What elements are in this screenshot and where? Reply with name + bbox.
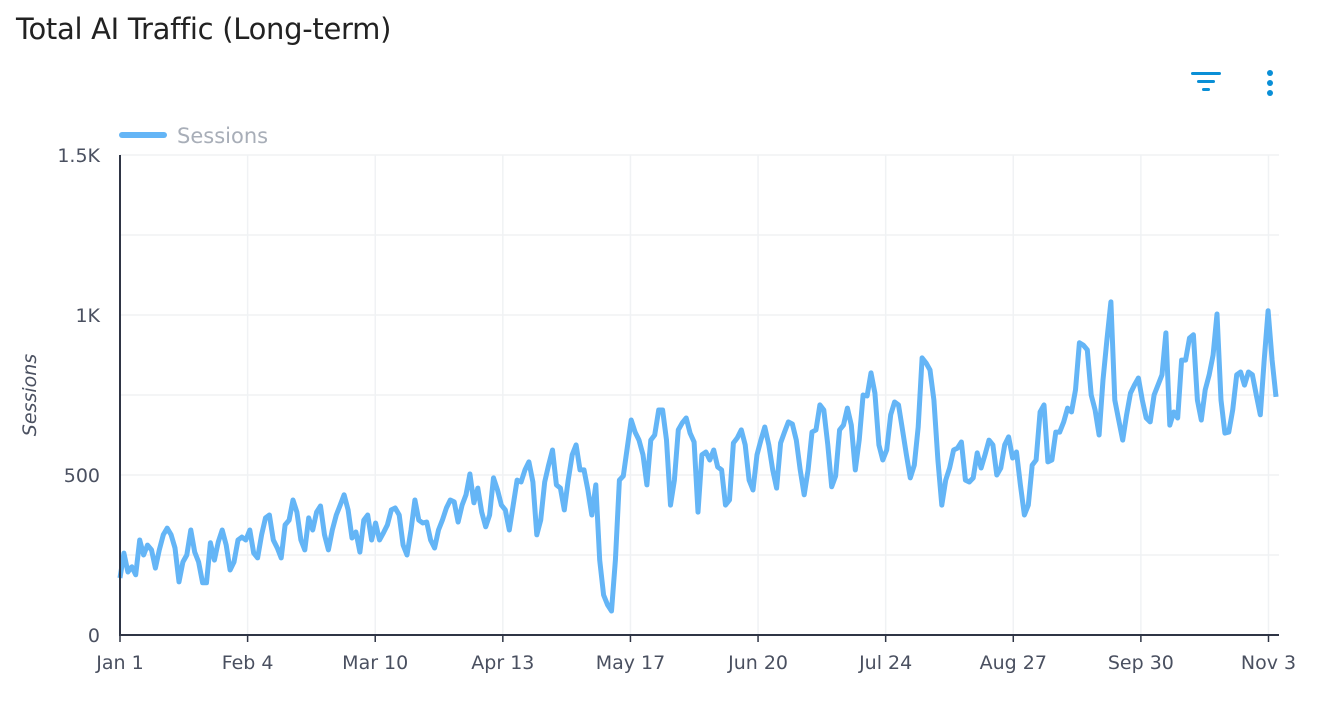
y-tick-label: 0 (88, 625, 100, 647)
series-line-sessions (117, 299, 1279, 614)
x-tick-label: Mar 10 (342, 652, 408, 674)
filter-icon[interactable] (1188, 68, 1224, 96)
more-vertical-icon[interactable] (1260, 68, 1280, 100)
x-tick-label: Nov 3 (1241, 652, 1296, 674)
legend[interactable]: Sessions (119, 124, 268, 148)
x-tick-label: Jul 24 (858, 652, 912, 674)
x-tick-label: Sep 30 (1108, 652, 1174, 674)
x-tick-label: Jun 20 (727, 652, 788, 674)
chart-title: Total AI Traffic (Long-term) (16, 12, 392, 46)
legend-swatch (119, 132, 167, 138)
y-tick-label: 500 (64, 465, 100, 487)
y-tick-label: 1.5K (57, 145, 100, 167)
x-tick-label: Feb 4 (222, 652, 274, 674)
x-tick-label: May 17 (596, 652, 666, 674)
x-tick-label: Apr 13 (471, 652, 534, 674)
x-tick-label: Jan 1 (95, 652, 143, 674)
x-tick-label: Aug 27 (980, 652, 1047, 674)
gridlines (119, 154, 1279, 636)
legend-label-sessions: Sessions (177, 124, 268, 148)
y-tick-label: 1K (75, 305, 100, 327)
y-axis-label: Sessions (19, 354, 41, 436)
